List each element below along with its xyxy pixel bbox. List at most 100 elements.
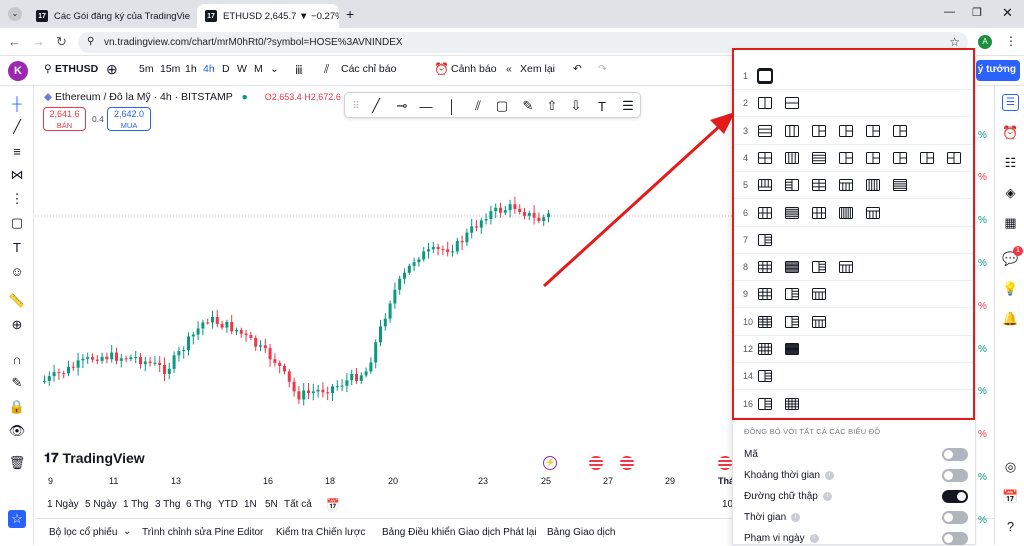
more-tools-icon[interactable]: ☰ xyxy=(622,98,634,113)
target-icon[interactable]: ◎ xyxy=(1004,458,1017,474)
hide-drawings-icon[interactable]: 👁 xyxy=(8,423,26,438)
layout-option-icon[interactable] xyxy=(865,205,881,221)
publish-ideas-button[interactable]: ý tưởng xyxy=(976,60,1020,81)
bottom-tab[interactable]: Bảng Giao dịch xyxy=(547,527,616,538)
layout-option-icon[interactable] xyxy=(892,177,908,193)
ruler-icon[interactable]: 📏 xyxy=(8,293,26,308)
info-icon[interactable]: i xyxy=(822,491,832,501)
interval-1h[interactable]: 1h xyxy=(185,63,197,75)
period-button[interactable]: 5 Ngày xyxy=(85,499,117,510)
compare-symbol-icon[interactable]: ⊕ xyxy=(106,61,118,77)
reload-icon[interactable]: ↻ xyxy=(56,34,67,49)
layout-option-icon[interactable] xyxy=(784,150,800,166)
period-button[interactable]: 6 Thg xyxy=(186,499,212,510)
sync-toggle[interactable] xyxy=(942,468,968,482)
layout-option-icon[interactable] xyxy=(838,123,854,139)
symbol-name[interactable]: ETHUSD xyxy=(55,63,99,75)
sync-option-row[interactable]: Khoảng thời gian i xyxy=(744,467,968,483)
trash-icon[interactable]: 🗑 xyxy=(8,455,26,470)
buy-button[interactable]: 2,642.0 MUA xyxy=(107,107,151,131)
parallel-channel-icon[interactable]: ⫽ xyxy=(475,98,481,113)
event-lightning-icon[interactable]: ⚡ xyxy=(543,456,557,470)
layout-option-icon[interactable] xyxy=(757,232,773,248)
calendar-bottom-icon[interactable]: 📅 xyxy=(1002,488,1019,504)
bottom-tab[interactable]: Bảng Điều khiển Giao dịch Phát lại xyxy=(382,527,537,538)
layout-option-icon[interactable] xyxy=(811,123,827,139)
url-field[interactable]: ⚲ vn.tradingview.com/chart/mrM0hRt0/?sym… xyxy=(78,32,968,53)
bottom-tab[interactable]: Kiểm tra Chiến lược xyxy=(276,527,366,538)
calendar-icon[interactable]: ▦ xyxy=(1004,214,1017,230)
layout-option-icon[interactable] xyxy=(865,150,881,166)
info-icon[interactable]: i xyxy=(791,512,801,522)
undo-icon[interactable]: ↶ xyxy=(573,63,582,75)
profile-avatar[interactable]: A xyxy=(978,35,992,49)
layout-option-icon[interactable] xyxy=(838,150,854,166)
trend-line-icon[interactable]: ╱ xyxy=(372,98,380,113)
site-info-icon[interactable]: ⚲ xyxy=(87,36,95,47)
info-icon[interactable]: i xyxy=(809,533,819,543)
layout-option-icon[interactable] xyxy=(757,205,773,221)
layout-option-icon[interactable] xyxy=(757,177,773,193)
fib-retracement-icon[interactable]: ≡ xyxy=(13,143,21,159)
layout-option-icon[interactable] xyxy=(865,123,881,139)
layout-option-icon[interactable] xyxy=(784,259,800,275)
layout-option-icon[interactable] xyxy=(757,341,773,357)
tab-list-chevron-icon[interactable]: ⌄ xyxy=(8,7,22,21)
layout-option-icon[interactable] xyxy=(784,123,800,139)
info-icon[interactable]: i xyxy=(825,470,835,480)
help-icon[interactable]: ? xyxy=(1006,519,1015,534)
arrow-down-icon[interactable]: ⇩ xyxy=(570,98,582,113)
layout-option-icon[interactable] xyxy=(784,341,800,357)
chart-pane[interactable] xyxy=(35,86,735,496)
browser-tab-ethusd[interactable]: 17 ETHUSD 2,645.7 ▼ −0.27% Unn × xyxy=(197,4,339,28)
pattern-icon[interactable]: ⋈ xyxy=(10,167,24,182)
layout-option-icon[interactable] xyxy=(892,123,908,139)
event-us-flag-icon[interactable] xyxy=(589,456,603,470)
stay-drawing-icon[interactable]: ✎ xyxy=(11,375,23,390)
event-us-flag-icon[interactable] xyxy=(718,456,732,470)
interval-5m[interactable]: 5m xyxy=(139,63,154,75)
ideas-bulb-icon[interactable]: 💡 xyxy=(1002,280,1019,296)
layout-option-icon[interactable] xyxy=(811,150,827,166)
chevron-down-icon[interactable]: ⌄ xyxy=(123,526,132,537)
object-tree-icon[interactable]: ☷ xyxy=(1004,154,1017,170)
sync-option-row[interactable]: Thời gian i xyxy=(744,509,968,525)
forward-icon[interactable]: → xyxy=(32,34,45,49)
drag-handle-icon[interactable]: ⠿ xyxy=(352,100,360,112)
text-icon[interactable]: T xyxy=(598,98,606,114)
replay-button[interactable]: Xem lại xyxy=(520,63,556,75)
layout-option-icon[interactable] xyxy=(757,68,773,84)
emoji-icon[interactable]: ☺ xyxy=(10,263,24,279)
symbol-search-icon[interactable]: ⚲ xyxy=(44,63,52,75)
period-button[interactable]: YTD xyxy=(218,499,238,510)
horizontal-ray-icon[interactable]: ⊸ xyxy=(396,98,408,113)
magnet-icon[interactable]: ∩ xyxy=(12,351,22,367)
vertical-line-icon[interactable]: │ xyxy=(447,98,457,114)
layout-option-icon[interactable] xyxy=(784,286,800,302)
layout-option-icon[interactable] xyxy=(838,177,854,193)
back-icon[interactable]: ← xyxy=(8,34,21,49)
layout-option-icon[interactable] xyxy=(946,150,962,166)
event-us-flag-icon[interactable] xyxy=(620,456,634,470)
indicators-button[interactable]: Các chỉ báo xyxy=(341,63,397,75)
interval-w[interactable]: W xyxy=(237,63,247,75)
layout-option-icon[interactable] xyxy=(811,205,827,221)
sync-option-row[interactable]: Mã xyxy=(744,446,968,462)
interval-4h[interactable]: 4h xyxy=(203,63,215,75)
shape-icon[interactable]: ▢ xyxy=(10,215,24,230)
sync-toggle[interactable] xyxy=(942,489,968,503)
layout-option-icon[interactable] xyxy=(757,95,773,111)
close-window-icon[interactable]: ✕ xyxy=(1002,5,1013,20)
alert-button[interactable]: Cảnh báo xyxy=(451,63,497,75)
layout-option-icon[interactable] xyxy=(811,259,827,275)
prediction-icon[interactable]: ⋮ xyxy=(10,191,24,206)
layout-option-icon[interactable] xyxy=(757,314,773,330)
interval-15m[interactable]: 15m xyxy=(160,63,181,75)
layout-option-icon[interactable] xyxy=(892,150,908,166)
brush-icon[interactable]: ✎ xyxy=(522,98,534,113)
layout-option-icon[interactable] xyxy=(784,314,800,330)
watchlist-icon[interactable]: ☰ xyxy=(1002,94,1019,111)
sync-toggle[interactable] xyxy=(942,510,968,524)
layout-option-icon[interactable] xyxy=(784,95,800,111)
alerts-clock-icon[interactable]: ⏰ xyxy=(1002,124,1019,140)
